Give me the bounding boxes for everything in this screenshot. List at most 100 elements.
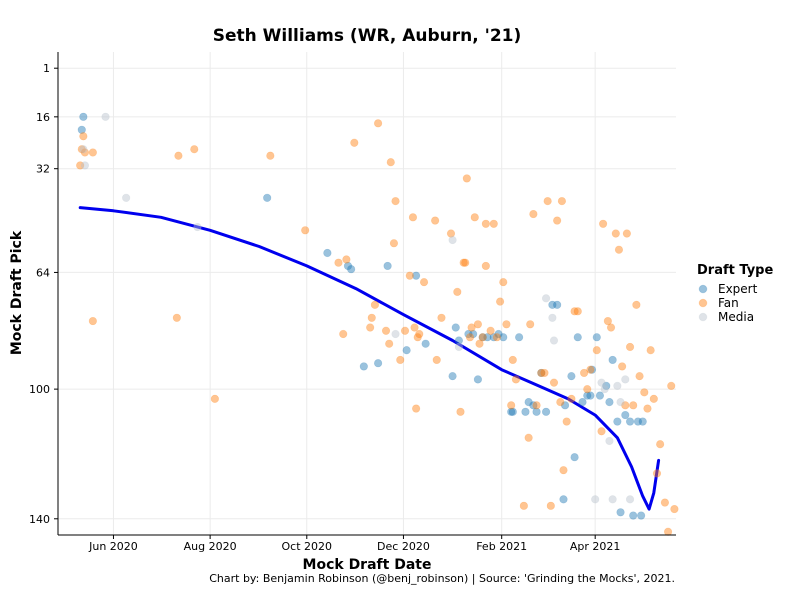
- media-point: [448, 235, 457, 245]
- fan-point: [334, 258, 343, 267]
- fan-point: [573, 307, 582, 316]
- fan-point: [367, 313, 376, 322]
- fan-point: [499, 278, 508, 287]
- fan-point: [459, 258, 468, 267]
- expert-point: [532, 407, 541, 416]
- fan-point: [670, 504, 679, 514]
- expert-point: [421, 339, 430, 348]
- trend-line: [78, 206, 661, 511]
- fan-point: [519, 501, 528, 510]
- fan-point: [618, 362, 627, 371]
- fan-point: [481, 219, 490, 228]
- expert-point: [507, 407, 516, 416]
- fan-point: [210, 394, 219, 403]
- expert-point: [412, 271, 421, 280]
- y-axis-ticks: 1 16 32 64 100 140: [29, 62, 58, 526]
- fan-point: [663, 527, 673, 536]
- x-tick-label: Aug 2020: [184, 540, 237, 553]
- fan-point: [350, 138, 359, 147]
- media-point: [597, 378, 606, 387]
- fan-point: [540, 368, 549, 378]
- media-point: [79, 145, 88, 154]
- expert-point: [263, 193, 272, 202]
- expert-point: [553, 300, 562, 309]
- fan-point: [646, 346, 655, 355]
- fan-point: [640, 388, 649, 397]
- expert-point: [343, 261, 353, 271]
- fan-point: [632, 300, 641, 309]
- fan-point: [79, 132, 88, 141]
- fan-point: [526, 320, 535, 329]
- media-point: [608, 495, 617, 504]
- expert-point: [616, 508, 625, 517]
- fan-point: [342, 255, 351, 264]
- expert-point: [473, 375, 483, 384]
- expert-point: [613, 417, 622, 426]
- expert-point: [573, 333, 582, 342]
- fan-point: [508, 355, 517, 365]
- legend-expert-label: Expert: [718, 282, 758, 296]
- media-point: [625, 495, 635, 504]
- expert-point: [559, 495, 568, 504]
- expert-point: [448, 372, 457, 381]
- fan-point: [557, 197, 567, 206]
- chart-title: Seth Williams (WR, Auburn, '21): [213, 26, 522, 46]
- fan-point: [611, 229, 620, 238]
- fan-point: [524, 433, 533, 442]
- expert-point: [529, 401, 538, 410]
- gridlines: [58, 52, 676, 535]
- expert-point: [608, 355, 617, 365]
- x-tick-label: Jun 2020: [88, 540, 138, 553]
- trend-layer: [78, 206, 661, 511]
- expert-point: [638, 417, 647, 426]
- media-point: [616, 397, 625, 407]
- fan-point: [467, 323, 476, 332]
- fan-point: [408, 213, 418, 222]
- fan-point: [649, 394, 658, 403]
- fan-point: [656, 440, 665, 449]
- fan-point: [385, 339, 394, 348]
- fan-point: [603, 316, 612, 326]
- fan-point: [621, 401, 630, 410]
- expert-point: [494, 329, 503, 339]
- x-tick-label: Apr 2021: [570, 540, 621, 553]
- fan-point: [592, 346, 601, 355]
- fan-point: [559, 466, 568, 475]
- fan-point: [606, 323, 616, 332]
- y-tick-label: 32: [36, 163, 50, 176]
- fan-point: [667, 381, 676, 390]
- legend-media-label: Media: [718, 310, 754, 324]
- legend-expert-swatch: [698, 284, 708, 294]
- fan-point: [470, 213, 479, 222]
- legend-title: Draft Type: [697, 263, 773, 278]
- expert-point: [602, 381, 611, 390]
- legend-media-swatch: [698, 312, 708, 322]
- fan-point: [629, 401, 638, 410]
- fan-point: [532, 401, 541, 410]
- fan-point: [489, 219, 498, 228]
- expert-point: [464, 329, 473, 339]
- expert-point: [508, 407, 517, 416]
- fan-point: [652, 469, 662, 478]
- expert-point: [637, 511, 646, 520]
- y-tick-label: 100: [29, 383, 50, 396]
- fan-point: [496, 297, 505, 306]
- expert-point: [469, 329, 478, 339]
- fan-point: [301, 226, 310, 235]
- fan-point: [660, 498, 670, 507]
- fan-point: [475, 339, 484, 348]
- fan-point: [473, 320, 483, 329]
- expert-point: [595, 391, 605, 400]
- media-point: [101, 112, 110, 121]
- expert-point: [478, 333, 487, 342]
- expert-point: [521, 407, 530, 416]
- media-point: [122, 193, 131, 202]
- expert-point: [587, 365, 597, 374]
- fan-point: [462, 174, 471, 183]
- expert-point: [583, 391, 592, 400]
- fan-point: [266, 151, 275, 160]
- media-point: [80, 161, 90, 170]
